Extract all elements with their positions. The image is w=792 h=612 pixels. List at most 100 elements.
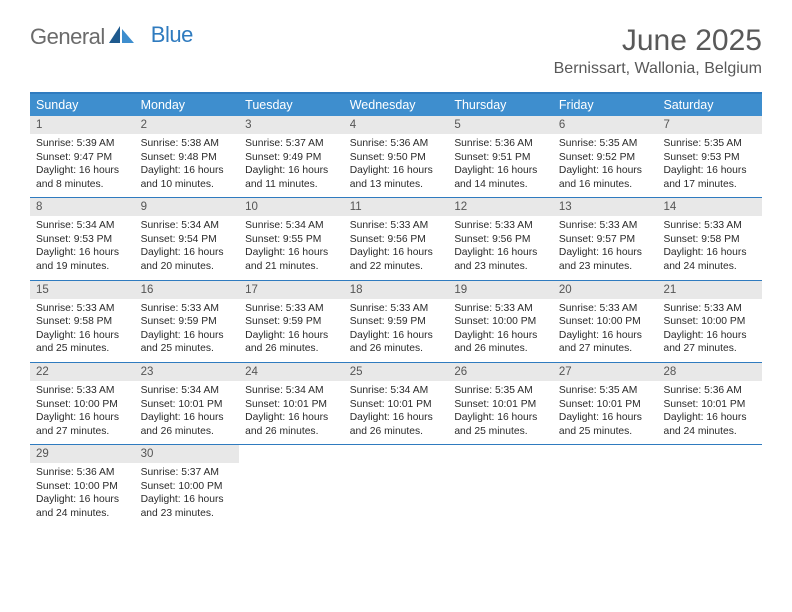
day-line: Daylight: 16 hours (454, 246, 547, 260)
calendar-day-empty (239, 445, 344, 526)
calendar-day: 9Sunrise: 5:34 AMSunset: 9:54 PMDaylight… (135, 198, 240, 279)
day-line: Daylight: 16 hours (663, 164, 756, 178)
calendar-week: 29 Sunrise: 5:36 AMSunset: 10:00 PMDaylig… (30, 445, 762, 526)
calendar-day-empty (448, 445, 553, 526)
day-line: Daylight: 16 hours (245, 164, 338, 178)
calendar-page: General Blue June 2025 Bernissart, Wallo… (0, 0, 792, 547)
day-line: Sunset: 10:01 PM (454, 398, 547, 412)
calendar-day: 29 Sunrise: 5:36 AMSunset: 10:00 PMDaylig… (30, 445, 135, 526)
calendar-day-empty (657, 445, 762, 526)
day-line: Sunset: 9:55 PM (245, 233, 338, 247)
weekday-header: Thursday (448, 94, 553, 116)
day-line: Sunset: 9:53 PM (36, 233, 129, 247)
day-line: and 23 minutes. (141, 507, 234, 521)
day-number: 13 (553, 198, 658, 216)
day-line: Daylight: 16 hours (245, 246, 338, 260)
day-number: 3 (239, 116, 344, 134)
day-line: Sunrise: 5:33 AM (245, 302, 338, 316)
day-line: Sunrise: 5:33 AM (559, 219, 652, 233)
day-line: Sunrise: 5:33 AM (663, 219, 756, 233)
day-number: 6 (553, 116, 658, 134)
day-line: Sunrise: 5:35 AM (559, 384, 652, 398)
day-line: Sunrise: 5:37 AM (245, 137, 338, 151)
calendar-day: 5Sunrise: 5:36 AMSunset: 9:51 PMDaylight… (448, 116, 553, 197)
day-details: Sunrise: 5:36 AMSunset: 10:00 PMDaylight… (30, 466, 135, 520)
day-details: Sunrise: 5:33 AMSunset: 10:00 PMDaylight… (657, 302, 762, 356)
day-line: Daylight: 16 hours (36, 329, 129, 343)
calendar-day: 26 Sunrise: 5:35 AMSunset: 10:01 PMDaylig… (448, 363, 553, 444)
day-details: Sunrise: 5:33 AMSunset: 9:56 PMDaylight:… (344, 219, 449, 273)
day-line: Daylight: 16 hours (36, 164, 129, 178)
location-label: Bernissart, Wallonia, Belgium (554, 60, 762, 78)
day-line: and 26 minutes. (245, 425, 338, 439)
day-line: and 25 minutes. (36, 342, 129, 356)
day-details: Sunrise: 5:35 AMSunset: 10:01 PMDaylight… (448, 384, 553, 438)
day-details: Sunrise: 5:34 AMSunset: 10:01 PMDaylight… (135, 384, 240, 438)
day-details: Sunrise: 5:34 AMSunset: 10:01 PMDaylight… (344, 384, 449, 438)
day-line: Sunset: 10:01 PM (663, 398, 756, 412)
calendar-day: 21Sunrise: 5:33 AMSunset: 10:00 PMDaylig… (657, 281, 762, 362)
day-line: Sunset: 10:00 PM (36, 480, 129, 494)
calendar-day: 3 Sunrise: 5:37 AMSunset: 9:49 PMDaylight… (239, 116, 344, 197)
day-line: and 16 minutes. (559, 178, 652, 192)
day-details: Sunrise: 5:33 AMSunset: 9:59 PMDaylight:… (344, 302, 449, 356)
day-line: Daylight: 16 hours (350, 246, 443, 260)
day-line: and 17 minutes. (663, 178, 756, 192)
day-line: Sunset: 9:47 PM (36, 151, 129, 165)
day-details: Sunrise: 5:33 AMSunset: 9:58 PMDaylight:… (30, 302, 135, 356)
day-number: 29 (30, 445, 135, 463)
day-line: Sunset: 10:01 PM (141, 398, 234, 412)
day-number: 8 (30, 198, 135, 216)
day-line: Sunset: 9:59 PM (141, 315, 234, 329)
day-line: Sunrise: 5:33 AM (454, 219, 547, 233)
day-line: and 24 minutes. (36, 507, 129, 521)
day-details: Sunrise: 5:36 AMSunset: 9:51 PMDaylight:… (448, 137, 553, 191)
day-line: Daylight: 16 hours (141, 493, 234, 507)
calendar-day: 12Sunrise: 5:33 AMSunset: 9:56 PMDayligh… (448, 198, 553, 279)
day-line: Sunset: 10:01 PM (350, 398, 443, 412)
day-line: and 22 minutes. (350, 260, 443, 274)
calendar-day: 1Sunrise: 5:39 AMSunset: 9:47 PMDaylight… (30, 116, 135, 197)
day-line: Sunset: 10:01 PM (245, 398, 338, 412)
day-number: 11 (344, 198, 449, 216)
day-line: Sunrise: 5:34 AM (245, 384, 338, 398)
calendar-day: 13Sunrise: 5:33 AMSunset: 9:57 PMDayligh… (553, 198, 658, 279)
calendar-day: 18Sunrise: 5:33 AMSunset: 9:59 PMDayligh… (344, 281, 449, 362)
calendar-day: 22Sunrise: 5:33 AMSunset: 10:00 PMDaylig… (30, 363, 135, 444)
day-line: and 25 minutes. (141, 342, 234, 356)
day-number: 4 (344, 116, 449, 134)
day-line: Sunset: 9:51 PM (454, 151, 547, 165)
day-line: and 23 minutes. (454, 260, 547, 274)
calendar-week: 15Sunrise: 5:33 AMSunset: 9:58 PMDayligh… (30, 281, 762, 363)
day-line: and 26 minutes. (350, 342, 443, 356)
day-line: Sunrise: 5:34 AM (141, 384, 234, 398)
calendar-day: 17 Sunrise: 5:33 AMSunset: 9:59 PMDayligh… (239, 281, 344, 362)
day-line: Daylight: 16 hours (245, 329, 338, 343)
day-line: Sunrise: 5:35 AM (454, 384, 547, 398)
day-line: Sunrise: 5:34 AM (141, 219, 234, 233)
day-line: Daylight: 16 hours (559, 246, 652, 260)
day-line: Daylight: 16 hours (36, 246, 129, 260)
day-line: Sunrise: 5:38 AM (141, 137, 234, 151)
day-details: Sunrise: 5:39 AMSunset: 9:47 PMDaylight:… (30, 137, 135, 191)
day-line: Sunrise: 5:33 AM (36, 302, 129, 316)
day-line: and 19 minutes. (36, 260, 129, 274)
day-details: Sunrise: 5:37 AMSunset: 9:49 PMDaylight:… (239, 137, 344, 191)
day-line: and 8 minutes. (36, 178, 129, 192)
day-number: 2 (135, 116, 240, 134)
day-number: 26 (448, 363, 553, 381)
day-details: Sunrise: 5:34 AMSunset: 9:54 PMDaylight:… (135, 219, 240, 273)
day-line: Sunset: 9:59 PM (245, 315, 338, 329)
day-number: 27 (553, 363, 658, 381)
day-line: and 24 minutes. (663, 425, 756, 439)
calendar-week: 22Sunrise: 5:33 AMSunset: 10:00 PMDaylig… (30, 363, 762, 445)
day-number: 17 (239, 281, 344, 299)
day-line: Sunset: 10:00 PM (454, 315, 547, 329)
day-line: Daylight: 16 hours (559, 329, 652, 343)
day-line: Daylight: 16 hours (141, 329, 234, 343)
day-details: Sunrise: 5:33 AMSunset: 9:58 PMDaylight:… (657, 219, 762, 273)
day-line: Daylight: 16 hours (454, 411, 547, 425)
weekday-header: Wednesday (344, 94, 449, 116)
day-number: 12 (448, 198, 553, 216)
day-details: Sunrise: 5:34 AMSunset: 9:53 PMDaylight:… (30, 219, 135, 273)
